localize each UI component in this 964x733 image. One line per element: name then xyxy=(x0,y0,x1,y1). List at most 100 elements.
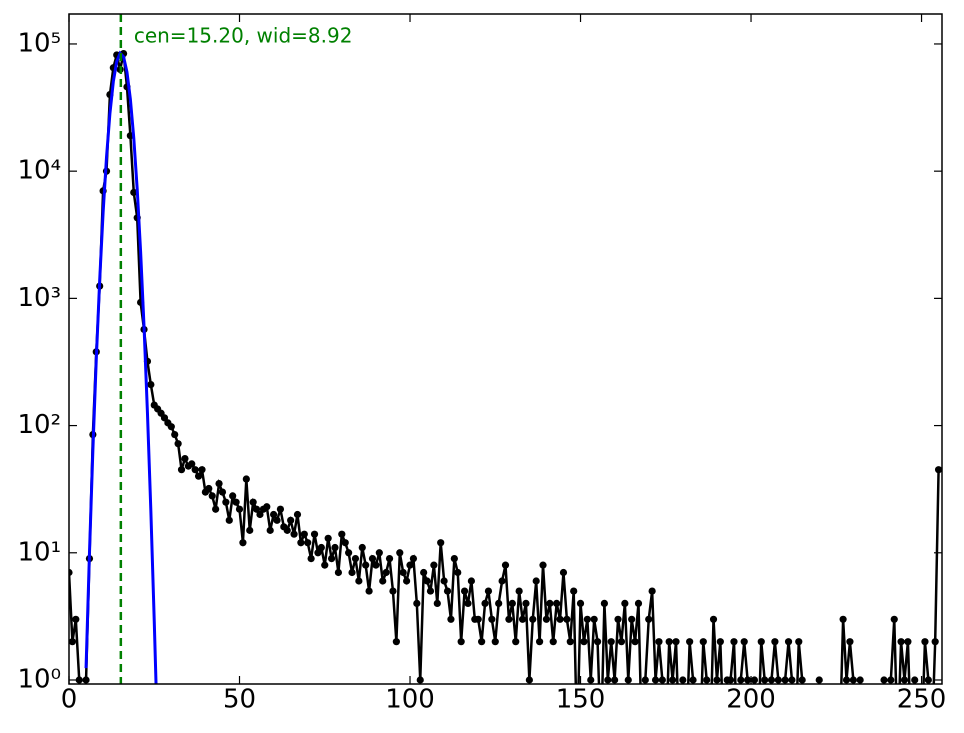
data-point xyxy=(798,676,806,684)
data-point xyxy=(229,492,237,500)
data-point xyxy=(849,676,857,684)
data-point xyxy=(488,615,496,623)
data-point xyxy=(505,615,513,623)
y-tick-label: 10¹ xyxy=(17,537,61,567)
data-point xyxy=(194,472,203,480)
data-point xyxy=(641,676,649,684)
data-point xyxy=(611,676,619,684)
data-point xyxy=(409,555,418,563)
data-point xyxy=(130,188,138,197)
data-point xyxy=(443,587,452,595)
data-point xyxy=(668,676,677,684)
data-point xyxy=(679,676,687,684)
data-point xyxy=(498,577,506,585)
data-point xyxy=(351,555,360,563)
data-point xyxy=(542,615,551,623)
data-point xyxy=(624,676,632,684)
data-point xyxy=(208,492,216,500)
data-point xyxy=(467,577,475,585)
data-point xyxy=(249,498,257,506)
x-tick-label: 100 xyxy=(385,685,435,715)
data-point xyxy=(372,561,380,569)
data-point xyxy=(423,577,431,585)
data-point xyxy=(331,543,339,552)
data-point xyxy=(392,638,400,646)
data-point xyxy=(880,676,888,684)
data-point xyxy=(457,638,465,646)
data-point xyxy=(532,577,540,585)
data-point xyxy=(522,599,530,608)
data-point xyxy=(310,530,319,538)
data-point xyxy=(604,676,612,684)
data-point xyxy=(293,510,302,519)
data-point xyxy=(628,615,636,623)
x-tick-label: 150 xyxy=(556,685,606,715)
data-point xyxy=(631,638,639,646)
data-point xyxy=(362,561,370,569)
data-point xyxy=(239,539,247,547)
data-point xyxy=(576,599,585,608)
x-tick-label: 200 xyxy=(726,685,776,715)
data-point xyxy=(781,676,789,684)
y-tick-label: 10² xyxy=(17,410,61,440)
data-point xyxy=(484,587,493,595)
data-point xyxy=(379,577,387,585)
data-point xyxy=(365,587,373,595)
data-point xyxy=(600,599,608,608)
data-point xyxy=(730,638,738,646)
data-point xyxy=(846,638,854,646)
data-point xyxy=(72,615,80,623)
data-point xyxy=(287,516,295,524)
y-tick-label: 10³ xyxy=(17,283,61,313)
data-point xyxy=(709,615,718,623)
data-point xyxy=(699,638,707,646)
data-point xyxy=(593,638,602,646)
data-point xyxy=(665,638,673,646)
data-point xyxy=(512,638,520,646)
data-point xyxy=(327,555,336,563)
data-point xyxy=(617,638,626,646)
data-point xyxy=(430,561,438,569)
data-point xyxy=(252,505,261,513)
data-point xyxy=(740,638,748,646)
data-point xyxy=(399,568,407,577)
data-point xyxy=(934,466,942,474)
data-point xyxy=(566,638,574,646)
data-point xyxy=(655,638,663,646)
data-point xyxy=(396,549,404,557)
data-point xyxy=(75,676,83,684)
data-point xyxy=(215,479,223,488)
data-point xyxy=(771,638,779,646)
data-point xyxy=(474,615,482,623)
data-point xyxy=(368,555,377,563)
data-point xyxy=(744,676,752,684)
data-point xyxy=(464,599,472,608)
data-point xyxy=(897,638,905,646)
data-point xyxy=(648,587,656,595)
data-point xyxy=(587,676,595,684)
data-point xyxy=(218,488,227,496)
data-point xyxy=(556,615,564,623)
data-point xyxy=(246,526,254,534)
data-point xyxy=(317,543,325,552)
data-point xyxy=(341,539,349,547)
data-point xyxy=(737,676,745,684)
data-point xyxy=(416,676,424,684)
data-point xyxy=(437,539,445,547)
data-point xyxy=(290,530,298,538)
data-point xyxy=(334,568,343,577)
data-point xyxy=(242,475,250,483)
data-point xyxy=(355,577,363,585)
data-point xyxy=(348,568,356,577)
data-point xyxy=(900,676,909,684)
data-point xyxy=(375,549,383,557)
data-point xyxy=(634,599,643,608)
axes-frame xyxy=(68,13,943,685)
data-point xyxy=(406,561,414,569)
annotation: cen=15.20, wid=8.92 xyxy=(134,24,353,48)
data-point xyxy=(345,549,353,557)
data-point xyxy=(716,638,724,646)
data-point xyxy=(174,440,182,448)
data-point xyxy=(324,534,332,542)
data-point xyxy=(726,676,735,684)
